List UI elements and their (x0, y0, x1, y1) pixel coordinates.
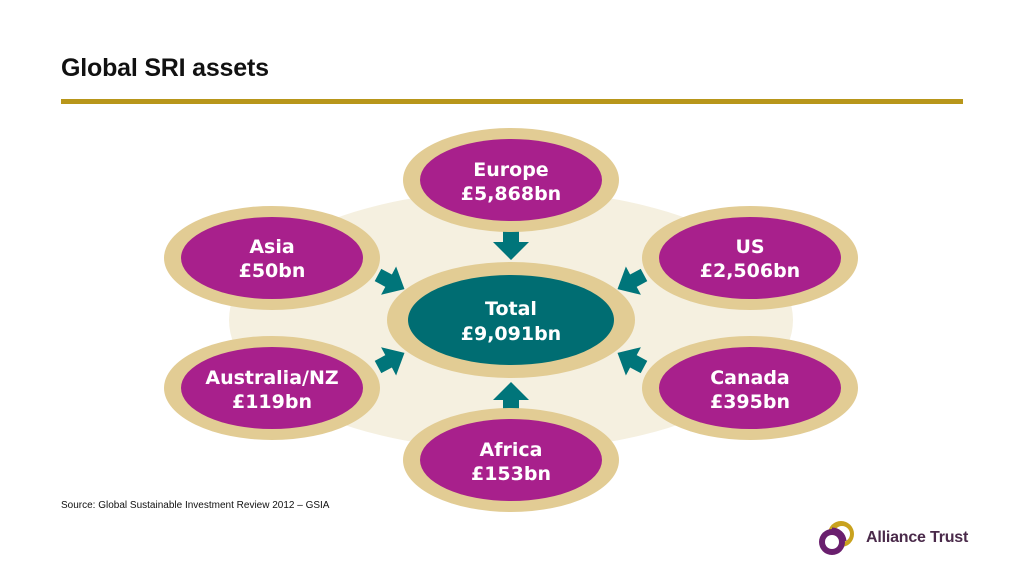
title-divider (61, 99, 963, 104)
total-name: Total (485, 298, 537, 320)
region-value: £153bn (471, 463, 551, 485)
region-name: Europe (473, 159, 548, 181)
arrow-from-australia-nz (374, 347, 405, 376)
region-name: Australia/NZ (205, 367, 338, 389)
region-node-canada: Canada £395bn (642, 336, 858, 440)
region-node-us: US £2,506bn (642, 206, 858, 310)
page-title: Global SRI assets (61, 54, 269, 82)
total-value: £9,091bn (461, 323, 561, 345)
region-name: Africa (480, 439, 543, 461)
region-value: £50bn (239, 260, 306, 282)
total-node: Total £9,091bn (387, 262, 635, 378)
arrow-from-canada (617, 347, 648, 376)
region-node-asia: Asia £50bn (164, 206, 380, 310)
region-node-australia-nz: Australia/NZ £119bn (164, 336, 380, 440)
arrow-from-europe (493, 230, 529, 260)
region-value: £2,506bn (700, 260, 800, 282)
alliance-trust-logo-icon (819, 521, 854, 555)
arrow-from-asia (374, 266, 405, 295)
arrow-from-africa (493, 382, 529, 412)
region-value: £5,868bn (461, 183, 561, 205)
alliance-trust-logo: Alliance Trust (816, 518, 968, 558)
region-value: £119bn (232, 391, 312, 413)
arrow-from-us (617, 266, 648, 295)
region-name: US (735, 236, 764, 258)
region-value: £395bn (710, 391, 790, 413)
region-name: Asia (249, 236, 294, 258)
logo-text: Alliance Trust (866, 529, 969, 546)
region-node-africa: Africa £153bn (403, 408, 619, 512)
region-name: Canada (710, 367, 790, 389)
region-node-europe: Europe £5,868bn (403, 128, 619, 232)
arrows (374, 230, 648, 412)
source-note: Source: Global Sustainable Investment Re… (61, 500, 330, 511)
